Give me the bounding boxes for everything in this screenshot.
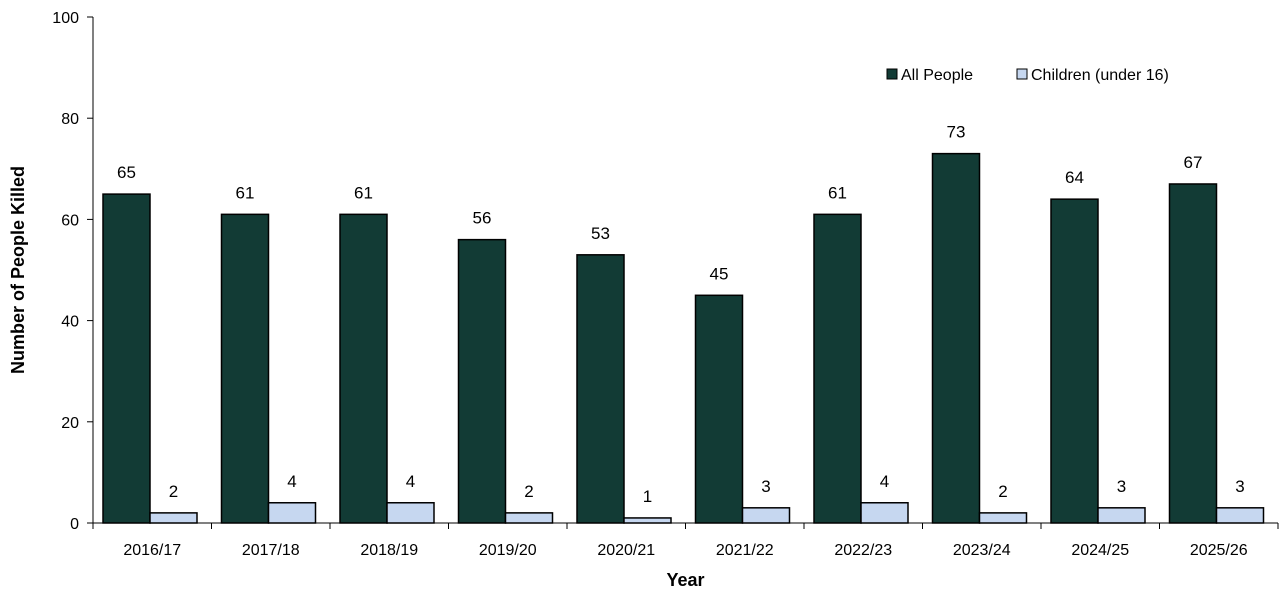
bar-all-people (813, 213, 862, 524)
data-label-all-people: 53 (591, 224, 610, 243)
x-tick-label: 2021/22 (716, 542, 774, 559)
y-tick-label: 100 (52, 10, 79, 27)
legend-swatch (1016, 68, 1028, 80)
data-label-children: 2 (998, 482, 1007, 501)
bar-all-people (220, 213, 270, 524)
bar-all-people (457, 238, 507, 524)
x-axis-title: Year (666, 570, 704, 590)
data-label-children: 3 (1235, 477, 1244, 496)
data-label-all-people: 61 (828, 183, 847, 202)
data-label-children: 1 (643, 487, 652, 506)
bars-layer (102, 152, 1265, 524)
data-label-all-people: 65 (117, 163, 136, 182)
x-tick-label: 2017/18 (242, 542, 300, 559)
data-label-all-people: 64 (1065, 168, 1084, 187)
y-tick-label: 20 (61, 415, 79, 432)
bar-all-people (931, 152, 981, 524)
data-label-children: 2 (169, 482, 178, 501)
bar-all-people (576, 254, 625, 524)
data-label-all-people: 73 (947, 123, 966, 142)
data-label-children: 4 (880, 472, 889, 491)
legend: All People Children (under 16) (886, 67, 1169, 84)
data-label-children: 3 (1117, 477, 1126, 496)
x-tick-label: 2019/20 (479, 542, 537, 559)
data-label-all-people: 67 (1184, 153, 1203, 172)
data-label-children: 3 (761, 477, 770, 496)
data-label-all-people: 61 (236, 183, 255, 202)
data-label-all-people: 61 (354, 183, 373, 202)
x-tick-label: 2022/23 (834, 542, 892, 559)
x-tick-label: 2020/21 (597, 542, 655, 559)
bar-all-people (694, 294, 744, 524)
x-tick-label: 2018/19 (360, 542, 418, 559)
bar-children (504, 512, 554, 524)
x-axis-ticks: 2016/17 2017/18 2018/19 2019/20 2020/21 2021/… (92, 523, 1279, 559)
y-axis-ticks: 0 20 40 60 80 100 (52, 10, 93, 533)
y-axis-title: Number of People Killed (8, 166, 28, 374)
bar-all-people (1168, 183, 1218, 524)
legend-swatch (886, 68, 898, 80)
data-label-all-people: 56 (473, 209, 492, 228)
y-tick-label: 60 (61, 212, 79, 229)
data-label-all-people: 45 (710, 264, 729, 283)
data-labels-layer: 65 61 61 56 53 45 61 73 64 67 2 4 4 2 1 3 4 2 3 3 (117, 123, 1245, 506)
y-tick-label: 0 (70, 516, 79, 533)
data-label-children: 4 (406, 472, 415, 491)
bar-children (860, 502, 909, 524)
data-label-children: 2 (524, 482, 533, 501)
y-tick-label: 40 (61, 314, 79, 331)
x-tick-label: 2025/26 (1190, 542, 1248, 559)
bar-all-people (339, 213, 388, 524)
bar-children (149, 512, 198, 524)
bar-children (1097, 507, 1146, 524)
bar-children (623, 517, 672, 524)
bar-children (1215, 507, 1265, 524)
bar-all-people (102, 193, 151, 524)
bar-children (978, 512, 1028, 524)
bar-children (267, 502, 317, 524)
bar-children (386, 502, 435, 524)
data-label-children: 4 (287, 472, 296, 491)
x-tick-label: 2024/25 (1071, 542, 1129, 559)
x-tick-label: 2023/24 (953, 542, 1011, 559)
x-tick-label: 2016/17 (123, 542, 181, 559)
y-tick-label: 80 (61, 111, 79, 128)
legend-label: All People (901, 67, 973, 84)
bar-all-people (1050, 198, 1099, 524)
legend-label: Children (under 16) (1031, 67, 1169, 84)
bar-children (741, 507, 791, 524)
